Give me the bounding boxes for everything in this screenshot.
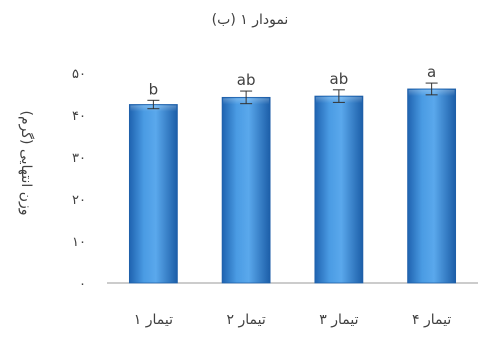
bar <box>407 88 457 284</box>
bar <box>128 104 178 284</box>
y-tick-label: ۱۰ <box>72 235 86 250</box>
bars-group: b ab ab a <box>128 63 457 284</box>
significance-label: ab <box>237 71 256 89</box>
chart-title: نمودار ۱ (ب) <box>212 12 289 28</box>
y-tick-label: ۴۰ <box>72 109 86 124</box>
significance-label: b <box>149 80 159 98</box>
x-axis-ticks: تیمار ۱ تیمار ۲ تیمار ۳ تیمار ۴ <box>134 312 452 328</box>
x-tick-label: تیمار ۲ <box>227 312 266 328</box>
x-tick-label: تیمار ۳ <box>319 312 358 328</box>
significance-label: a <box>427 63 436 81</box>
y-axis-label: وزن انتهایی (گرم) <box>18 111 35 216</box>
x-tick-label: تیمار ۴ <box>412 312 451 328</box>
bar <box>314 95 364 284</box>
y-tick-label: ۰ <box>79 277 86 292</box>
significance-label: ab <box>330 70 349 88</box>
y-tick-label: ۵۰ <box>72 67 86 82</box>
x-tick-label: تیمار ۱ <box>134 312 173 328</box>
y-tick-label: ۲۰ <box>72 193 86 208</box>
y-tick-label: ۳۰ <box>72 151 86 166</box>
y-axis-ticks: ۰ ۱۰ ۲۰ ۳۰ ۴۰ ۵۰ <box>72 67 86 292</box>
bar <box>221 96 271 284</box>
